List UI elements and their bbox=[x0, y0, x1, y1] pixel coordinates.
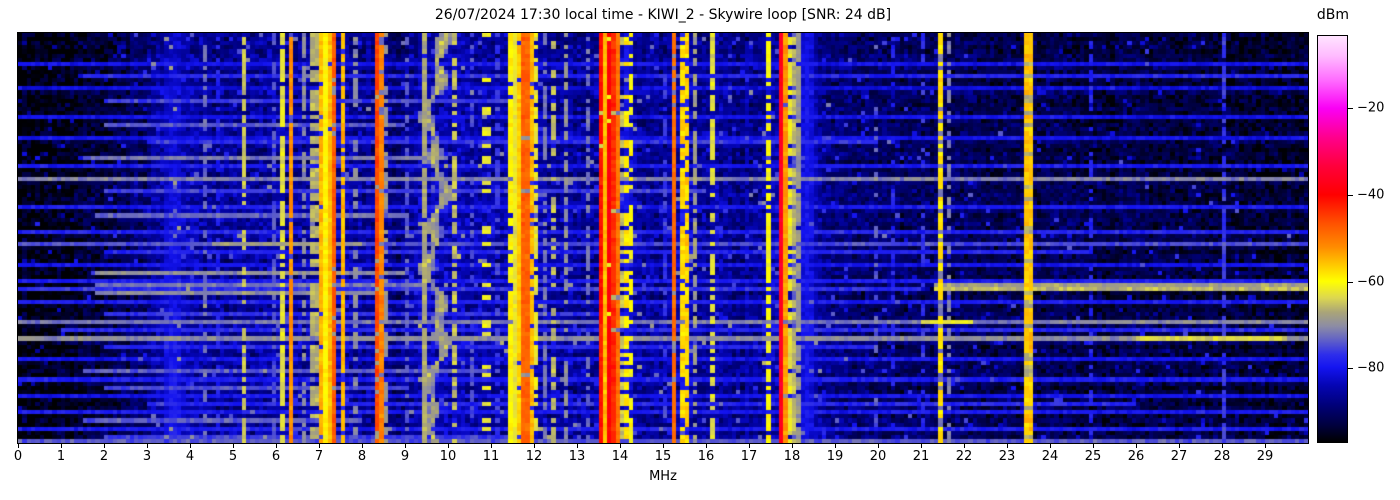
x-tick-label: 11 bbox=[482, 449, 500, 464]
x-tick bbox=[1264, 444, 1266, 448]
colorbar-tick bbox=[1348, 368, 1353, 370]
colorbar-tick bbox=[1348, 281, 1353, 283]
x-tick bbox=[920, 444, 922, 448]
x-tick bbox=[1049, 444, 1051, 448]
x-tick-label: 24 bbox=[1041, 449, 1059, 464]
colorbar-tick-label: −80 bbox=[1357, 360, 1385, 376]
x-tick-label: 26 bbox=[1127, 449, 1145, 464]
x-tick bbox=[705, 444, 707, 448]
colorbar-unit-label: dBm bbox=[1316, 7, 1350, 23]
colorbar-tick bbox=[1348, 108, 1353, 110]
x-tick-label: 29 bbox=[1256, 449, 1274, 464]
x-tick-label: 18 bbox=[783, 449, 801, 464]
x-tick-label: 0 bbox=[13, 449, 23, 464]
colorbar-tick-label: −40 bbox=[1357, 187, 1385, 203]
x-tick-label: 8 bbox=[357, 449, 367, 464]
colorbar bbox=[1317, 35, 1348, 443]
waterfall-plot-area bbox=[17, 32, 1309, 444]
x-tick-label: 12 bbox=[525, 449, 543, 464]
page-title: 26/07/2024 17:30 local time - KIWI_2 - S… bbox=[434, 7, 892, 23]
x-tick bbox=[146, 444, 148, 448]
x-tick bbox=[232, 444, 234, 448]
x-tick-label: 14 bbox=[611, 449, 629, 464]
spectrogram-canvas bbox=[18, 33, 1308, 443]
x-tick-label: 9 bbox=[400, 449, 410, 464]
x-tick-label: 20 bbox=[869, 449, 887, 464]
x-tick-label: 23 bbox=[998, 449, 1016, 464]
x-tick-label: 25 bbox=[1084, 449, 1102, 464]
x-tick-label: 2 bbox=[99, 449, 109, 464]
x-tick bbox=[318, 444, 320, 448]
x-tick-label: 3 bbox=[142, 449, 152, 464]
x-tick-label: 21 bbox=[912, 449, 930, 464]
x-tick bbox=[877, 444, 879, 448]
x-axis-label: MHz bbox=[649, 469, 677, 484]
x-tick-label: 13 bbox=[568, 449, 586, 464]
x-tick bbox=[662, 444, 664, 448]
x-tick-label: 22 bbox=[955, 449, 973, 464]
x-tick bbox=[60, 444, 62, 448]
x-tick bbox=[1178, 444, 1180, 448]
x-tick-label: 17 bbox=[740, 449, 758, 464]
x-tick bbox=[404, 444, 406, 448]
x-tick bbox=[619, 444, 621, 448]
x-tick-label: 5 bbox=[228, 449, 238, 464]
x-tick bbox=[103, 444, 105, 448]
x-tick bbox=[834, 444, 836, 448]
x-tick bbox=[576, 444, 578, 448]
x-tick bbox=[447, 444, 449, 448]
x-tick-label: 6 bbox=[271, 449, 281, 464]
x-tick bbox=[189, 444, 191, 448]
x-tick-label: 1 bbox=[56, 449, 66, 464]
x-tick-label: 4 bbox=[185, 449, 195, 464]
x-tick-label: 10 bbox=[439, 449, 457, 464]
x-tick-label: 7 bbox=[314, 449, 324, 464]
x-tick bbox=[275, 444, 277, 448]
x-tick bbox=[361, 444, 363, 448]
x-tick-label: 16 bbox=[697, 449, 715, 464]
colorbar-gradient bbox=[1318, 36, 1347, 442]
x-tick bbox=[791, 444, 793, 448]
x-tick bbox=[533, 444, 535, 448]
x-tick bbox=[1092, 444, 1094, 448]
x-tick-label: 19 bbox=[826, 449, 844, 464]
x-tick bbox=[963, 444, 965, 448]
x-tick bbox=[1135, 444, 1137, 448]
x-tick-label: 27 bbox=[1170, 449, 1188, 464]
x-tick-label: 28 bbox=[1213, 449, 1231, 464]
x-tick-label: 15 bbox=[654, 449, 672, 464]
x-tick bbox=[748, 444, 750, 448]
x-tick bbox=[1006, 444, 1008, 448]
colorbar-tick-label: −20 bbox=[1357, 100, 1385, 116]
colorbar-tick-label: −60 bbox=[1357, 274, 1385, 290]
x-tick bbox=[17, 444, 19, 448]
x-tick bbox=[1221, 444, 1223, 448]
colorbar-tick bbox=[1348, 195, 1353, 197]
x-tick bbox=[490, 444, 492, 448]
